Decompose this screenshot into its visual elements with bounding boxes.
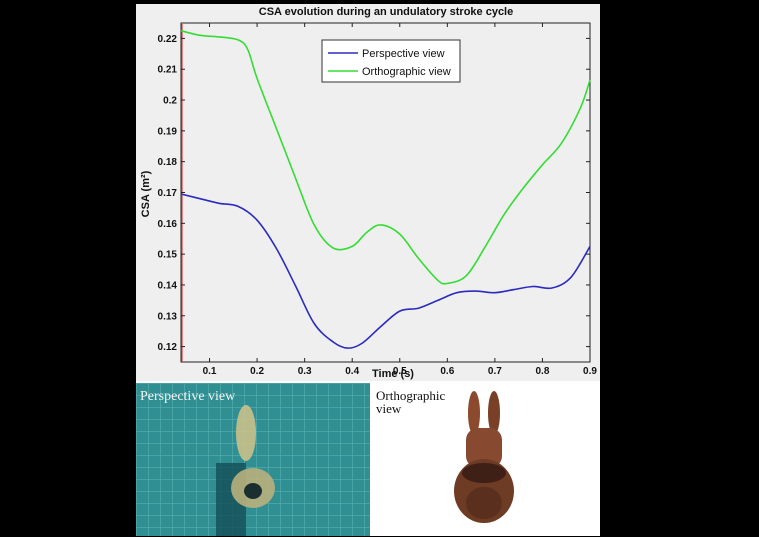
y-tick-label: 0.12	[158, 342, 178, 353]
legend: Perspective view Orthographic view	[321, 39, 461, 83]
y-tick-label: 0.17	[158, 188, 178, 199]
x-tick-label: 0.7	[488, 366, 502, 377]
x-axis-label: Time (s)	[372, 368, 414, 380]
x-tick-label: 0.3	[298, 366, 312, 377]
y-tick-label: 0.18	[158, 157, 178, 168]
x-tick-label: 0.1	[203, 366, 217, 377]
chart-title: CSA evolution during an undulatory strok…	[259, 6, 513, 18]
y-tick-label: 0.19	[158, 126, 178, 137]
legend-label-orthographic: Orthographic view	[362, 66, 451, 78]
y-tick-label: 0.15	[158, 250, 178, 261]
orthographic-view-label: Orthographic view	[376, 388, 446, 416]
y-tick-label: 0.2	[163, 96, 177, 107]
y-axis-label: CSA (m²)	[140, 170, 152, 217]
series-lines	[180, 29, 591, 349]
series-line-orthographic	[180, 29, 591, 285]
perspective-view-photo: Perspective view	[136, 383, 370, 536]
y-tick-label: 0.22	[158, 34, 178, 45]
x-tick-label: 0.9	[583, 366, 597, 377]
axes: 0.1 0.2 0.3 0.4 0.5 0.6 0.7 0.8 0.9 0.12 0.13 0.14 0…	[158, 22, 597, 377]
y-tick-label: 0.13	[158, 311, 178, 322]
orthographic-view-render: Orthographic view	[372, 383, 600, 536]
x-tick-label: 0.8	[535, 366, 549, 377]
perspective-view-label: Perspective view	[140, 389, 236, 404]
series-line-perspective	[180, 193, 591, 349]
y-tick-label: 0.21	[158, 65, 178, 76]
csa-line-chart: CSA evolution during an undulatory strok…	[140, 6, 597, 380]
x-tick-label: 0.4	[345, 366, 359, 377]
x-tick-label: 0.6	[440, 366, 454, 377]
y-tick-label: 0.16	[158, 219, 178, 230]
pool-photo-image	[136, 383, 370, 536]
y-tick-label: 0.14	[158, 280, 178, 291]
body-model-image	[454, 391, 514, 523]
x-tick-label: 0.2	[250, 366, 264, 377]
x-tick-label: 0.5	[393, 366, 407, 377]
video-frame: CSA evolution during an undulatory strok…	[136, 4, 600, 536]
legend-label-perspective: Perspective view	[362, 48, 445, 60]
chart-area: CSA evolution during an undulatory strok…	[136, 4, 600, 381]
